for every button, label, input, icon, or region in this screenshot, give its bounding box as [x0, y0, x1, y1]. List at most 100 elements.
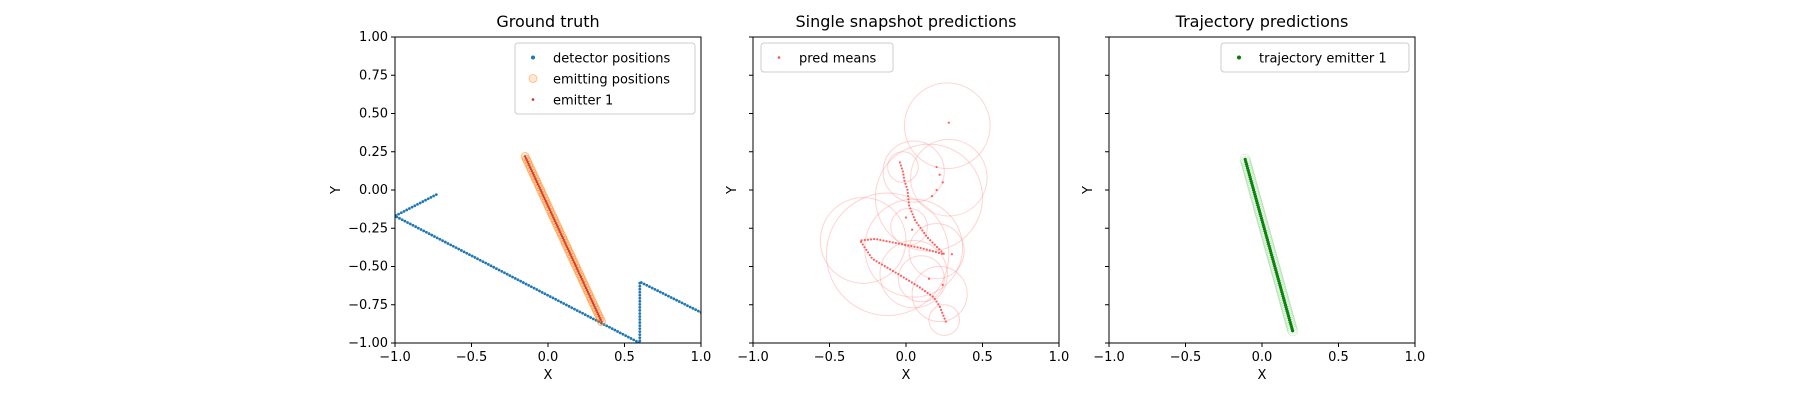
data-point — [468, 253, 471, 257]
data-point — [638, 312, 642, 315]
data-point — [524, 157, 528, 160]
data-point — [908, 279, 911, 282]
data-point — [645, 283, 649, 287]
data-point — [573, 307, 576, 311]
y-tick-label: 0.50 — [359, 107, 388, 122]
data-point — [433, 235, 436, 238]
y-tick-label: −0.50 — [348, 260, 388, 275]
data-point — [876, 238, 879, 241]
y-axis-label: Y — [725, 186, 740, 195]
data-point — [925, 248, 928, 251]
data-point — [944, 320, 947, 323]
legend-marker — [1237, 55, 1241, 60]
data-point — [629, 337, 633, 340]
series-pred-means — [859, 121, 954, 323]
data-point — [599, 318, 602, 321]
data-point — [941, 311, 944, 314]
data-point — [891, 269, 895, 273]
legend: detector positions emitting positions emit… — [514, 42, 696, 115]
data-point — [947, 121, 950, 124]
data-point — [886, 266, 889, 269]
data-point — [548, 207, 551, 210]
data-point — [600, 320, 603, 323]
data-point — [524, 282, 528, 286]
data-point — [902, 176, 906, 179]
data-point — [476, 257, 479, 261]
data-point — [664, 293, 668, 297]
data-point — [621, 332, 625, 336]
legend-label: detector positions — [553, 52, 671, 67]
data-point — [418, 201, 422, 205]
data-point — [940, 252, 944, 255]
data-point — [553, 218, 556, 221]
data-point — [870, 256, 873, 259]
data-point — [578, 272, 581, 275]
legend-label: trajectory emitter 1 — [1259, 52, 1387, 67]
data-point — [913, 219, 917, 222]
data-point — [579, 275, 583, 279]
data-point — [906, 191, 909, 195]
data-point — [535, 288, 539, 291]
data-point — [521, 281, 525, 284]
data-point — [918, 286, 921, 289]
data-point — [595, 309, 598, 312]
data-point — [933, 297, 936, 301]
uncertainty-circle — [879, 239, 948, 309]
uncertainty-circle — [910, 139, 988, 217]
data-point — [492, 265, 496, 269]
data-point — [596, 311, 599, 314]
data-point — [582, 281, 585, 284]
data-point — [638, 330, 642, 334]
data-point — [909, 207, 912, 210]
x-axis-label: X — [1258, 368, 1267, 383]
data-point — [525, 158, 528, 162]
data-point — [898, 161, 901, 164]
legend-marker — [531, 98, 535, 101]
data-point — [591, 301, 595, 305]
data-point — [928, 249, 931, 252]
data-point — [578, 310, 582, 314]
data-point — [527, 162, 530, 165]
data-point — [577, 270, 580, 273]
legend-box — [760, 42, 894, 73]
plot-area — [395, 151, 701, 343]
data-point — [667, 294, 670, 298]
uncertainty-circle — [897, 255, 945, 303]
y-tick-label: 0.00 — [359, 183, 388, 198]
data-point — [927, 277, 931, 280]
data-point — [924, 234, 928, 237]
data-point — [503, 271, 506, 275]
chart-title: Trajectory predictions — [1175, 12, 1349, 31]
data-point — [533, 175, 536, 178]
data-point — [605, 324, 609, 328]
data-point — [907, 244, 910, 247]
data-point — [559, 300, 563, 304]
y-tick-label: −0.25 — [348, 221, 388, 236]
data-point — [583, 283, 586, 286]
data-point — [570, 255, 573, 258]
data-point — [675, 298, 678, 302]
data-point — [929, 293, 932, 296]
data-point — [638, 309, 642, 312]
data-point — [899, 164, 902, 167]
data-point — [552, 216, 555, 219]
data-point — [873, 237, 876, 241]
data-point — [531, 171, 534, 175]
x-tick-label: −1.0 — [379, 350, 411, 365]
data-point — [618, 331, 622, 335]
data-point — [894, 271, 897, 274]
data-point — [638, 339, 642, 343]
data-point — [680, 301, 684, 305]
data-point — [449, 243, 453, 247]
data-point — [919, 226, 922, 229]
uncertainty-circle — [1286, 323, 1298, 334]
uncertainty-circle — [887, 151, 919, 183]
data-point — [907, 198, 910, 201]
chart-panel-2: −1.0 −0.5 0.0 0.5 1.0 Single snapshot predict… — [725, 12, 1069, 383]
data-point — [563, 240, 566, 243]
y-tick-label: 0.25 — [359, 145, 388, 160]
data-point — [869, 238, 873, 241]
legend: pred means — [760, 42, 894, 73]
data-point — [451, 244, 455, 248]
data-point — [868, 253, 871, 257]
